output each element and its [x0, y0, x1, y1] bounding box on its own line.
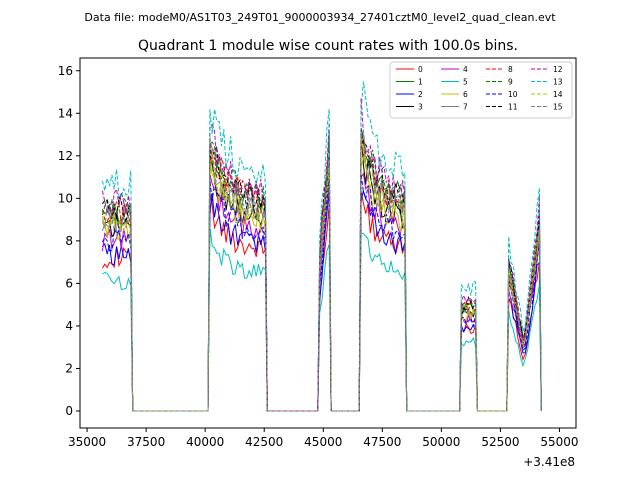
- y-tick-label: 16: [58, 64, 73, 78]
- legend-box: [389, 61, 573, 119]
- legend-label-2: 2: [418, 90, 423, 99]
- x-tick-label: 42500: [245, 435, 283, 449]
- legend-label-5: 5: [463, 78, 468, 87]
- axes-frame: [79, 57, 577, 429]
- legend-label-0: 0: [418, 65, 423, 74]
- x-tick-label: 50000: [422, 435, 460, 449]
- y-tick-label: 6: [65, 276, 73, 290]
- x-offset-label: +3.41e8: [523, 455, 575, 469]
- x-tick-label: 47500: [363, 435, 401, 449]
- x-axis: 35000 37500 40000 42500 45000 47500 50000 52500…: [68, 428, 579, 449]
- y-tick-label: 2: [65, 361, 73, 375]
- plot-area: [101, 81, 542, 412]
- x-tick-label: 45000: [304, 435, 342, 449]
- legend-label-10: 10: [508, 90, 518, 99]
- legend-label-3: 3: [418, 103, 423, 112]
- y-tick-label: 10: [58, 191, 73, 205]
- y-tick-label: 14: [58, 106, 73, 120]
- legend-label-15: 15: [553, 103, 563, 112]
- x-tick-label: 52500: [481, 435, 519, 449]
- chart-title: Quadrant 1 module wise count rates with …: [138, 38, 518, 54]
- y-tick-label: 4: [65, 319, 73, 333]
- y-tick-label: 0: [65, 404, 73, 418]
- x-tick-label: 40000: [186, 435, 224, 449]
- legend-label-1: 1: [418, 78, 423, 87]
- legend-label-13: 13: [553, 78, 563, 87]
- y-tick-label: 8: [65, 234, 73, 248]
- series-line-15: [101, 130, 542, 412]
- y-axis: 0 2 4 6 8 10 12 14 16: [58, 64, 80, 418]
- legend-label-11: 11: [508, 103, 518, 112]
- legend-label-12: 12: [553, 65, 563, 74]
- legend-label-4: 4: [463, 65, 468, 74]
- y-tick-label: 12: [58, 149, 73, 163]
- suptitle: Data file: modeM0/AS1T03_249T01_90000039…: [84, 11, 556, 24]
- series-line-14: [101, 138, 542, 412]
- legend-label-6: 6: [463, 90, 468, 99]
- legend-label-14: 14: [553, 90, 563, 99]
- x-tick-label: 37500: [127, 435, 165, 449]
- x-tick-label: 35000: [68, 435, 106, 449]
- legend-label-7: 7: [463, 103, 468, 112]
- legend-label-8: 8: [508, 65, 513, 74]
- x-tick-label: 55000: [540, 435, 578, 449]
- legend-label-9: 9: [508, 78, 513, 87]
